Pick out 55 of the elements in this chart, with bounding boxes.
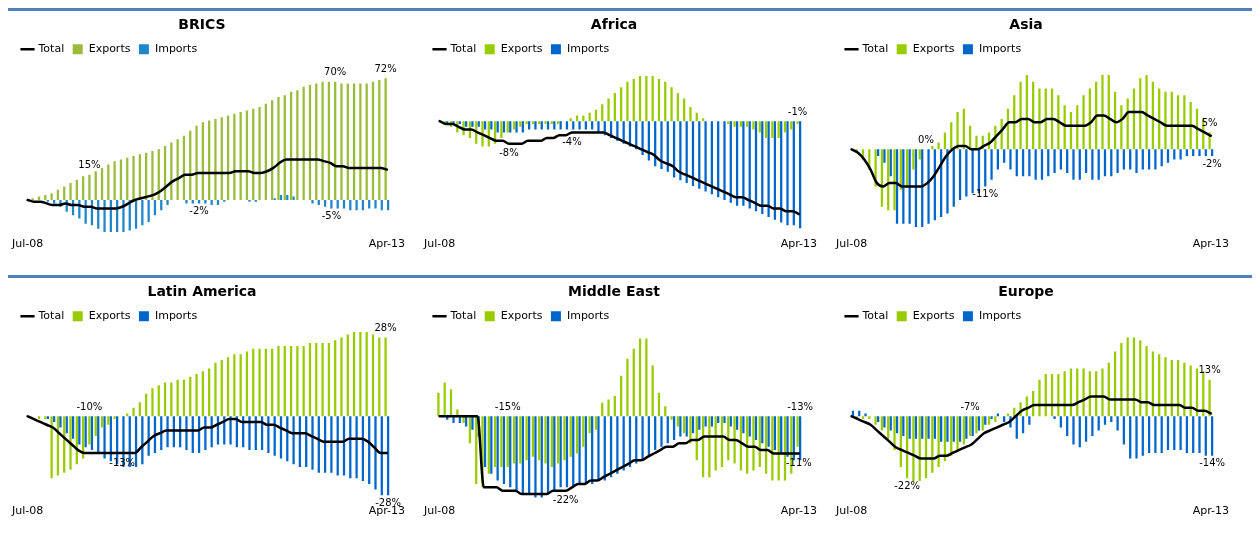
data-label: -11% bbox=[972, 188, 999, 200]
data-label: -15% bbox=[494, 400, 521, 412]
data-label: 15% bbox=[78, 159, 101, 171]
legend-label: Exports bbox=[500, 309, 543, 323]
legend-label: Exports bbox=[500, 42, 543, 56]
legend-label: Total bbox=[861, 309, 889, 323]
legend-label: Exports bbox=[88, 42, 131, 56]
data-label: -14% bbox=[1199, 457, 1226, 469]
x-tick-label: Jul-08 bbox=[835, 504, 868, 518]
data-label: 0% bbox=[918, 133, 934, 145]
data-label: 13% bbox=[1198, 364, 1221, 376]
data-label: -4% bbox=[562, 135, 582, 147]
data-label: 28% bbox=[374, 322, 397, 334]
x-tick-label: Apr-13 bbox=[780, 237, 817, 251]
legend-label: Imports bbox=[978, 309, 1022, 323]
legend-label: Exports bbox=[912, 42, 955, 56]
legend-label: Total bbox=[37, 42, 65, 56]
data-label: 72% bbox=[374, 62, 397, 74]
data-label: -2% bbox=[1202, 157, 1222, 169]
data-label: -1% bbox=[787, 105, 808, 117]
data-label: -7% bbox=[960, 400, 980, 412]
x-tick-label: Apr-13 bbox=[368, 237, 405, 251]
legend-label: Exports bbox=[912, 309, 955, 323]
chart-title: Asia bbox=[1009, 16, 1043, 33]
x-tick-label: Apr-13 bbox=[1192, 504, 1229, 518]
legend-label: Imports bbox=[566, 309, 610, 323]
legend-label: Total bbox=[861, 42, 889, 56]
x-tick-label: Jul-08 bbox=[11, 504, 44, 518]
chart-title: BRICS bbox=[178, 16, 226, 33]
data-label: -2% bbox=[189, 204, 209, 216]
chart-title: Europe bbox=[998, 283, 1054, 300]
legend-label: Total bbox=[449, 309, 477, 323]
legend-label: Exports bbox=[88, 309, 131, 323]
legend-label: Total bbox=[449, 42, 477, 56]
legend-label: Imports bbox=[154, 309, 198, 323]
data-label: -13% bbox=[787, 400, 814, 412]
chart-title: Middle East bbox=[568, 283, 661, 300]
x-tick-label: Apr-13 bbox=[780, 504, 817, 518]
data-label: -5% bbox=[321, 210, 342, 222]
x-tick-label: Jul-08 bbox=[835, 237, 868, 251]
data-label: -10% bbox=[76, 400, 103, 412]
legend-label: Imports bbox=[978, 42, 1022, 56]
x-tick-label: Jul-08 bbox=[11, 237, 44, 251]
x-tick-label: Jul-08 bbox=[423, 504, 456, 518]
data-label: 70% bbox=[324, 66, 347, 78]
chart-title: Africa bbox=[590, 16, 638, 33]
x-tick-label: Jul-08 bbox=[423, 237, 456, 251]
legend-label: Imports bbox=[154, 42, 198, 56]
legend-label: Total bbox=[37, 309, 65, 323]
data-label: -8% bbox=[499, 147, 519, 159]
legend-label: Imports bbox=[566, 42, 610, 56]
data-label: -22% bbox=[894, 479, 921, 491]
x-tick-label: Apr-13 bbox=[1192, 237, 1229, 251]
chart-title: Latin America bbox=[147, 283, 257, 300]
data-label: -22% bbox=[552, 494, 579, 506]
